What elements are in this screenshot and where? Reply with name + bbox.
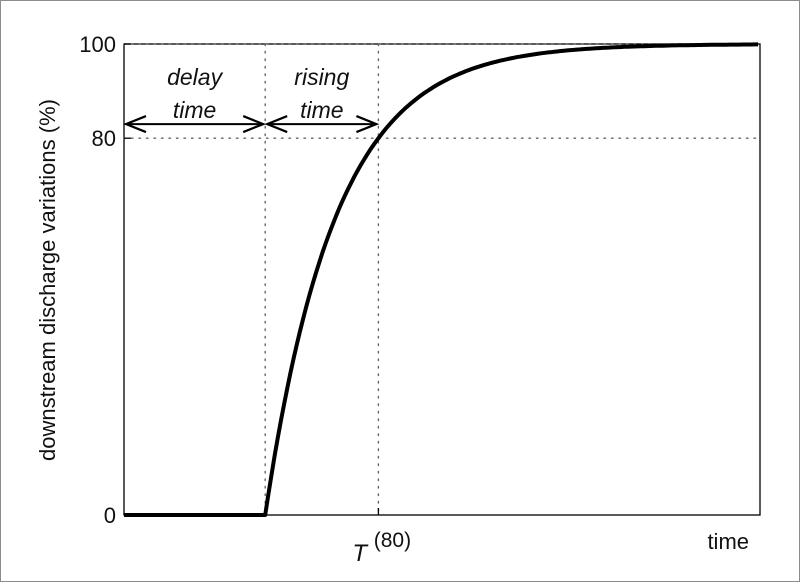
y-tick-label: 80	[92, 126, 116, 151]
y-tick-label: 0	[104, 503, 116, 528]
y-axis-label: downstream discharge variations (%)	[35, 99, 60, 461]
delay-time-label-line1: delay	[167, 64, 223, 90]
reference-lines	[123, 43, 761, 516]
plot-area	[123, 43, 761, 516]
delay-time-label-line2: time	[173, 97, 216, 123]
rising-time-label-line2: time	[300, 97, 343, 123]
annotation-arrow-head-left	[264, 115, 288, 134]
annotation-labels: delay time rising time	[167, 64, 349, 123]
annotation-arrow-head-right	[355, 115, 380, 134]
y-axis-ticks: 0 80 100	[79, 32, 380, 528]
y-tick-label: 100	[79, 32, 116, 57]
t80-marker-label: T (80)	[352, 529, 411, 567]
x-axis-label: time	[707, 529, 749, 554]
rising-time-label-line1: rising	[294, 64, 349, 90]
annotation-arrows	[123, 115, 380, 134]
annotation-arrow-head-left	[123, 115, 147, 134]
svg-text:T (80): T (80)	[352, 529, 411, 567]
t-marker-symbol: T	[352, 540, 369, 567]
annotation-arrow-head-right	[242, 115, 267, 134]
series-line	[124, 42, 759, 517]
t-marker-superscript: (80)	[374, 529, 411, 552]
